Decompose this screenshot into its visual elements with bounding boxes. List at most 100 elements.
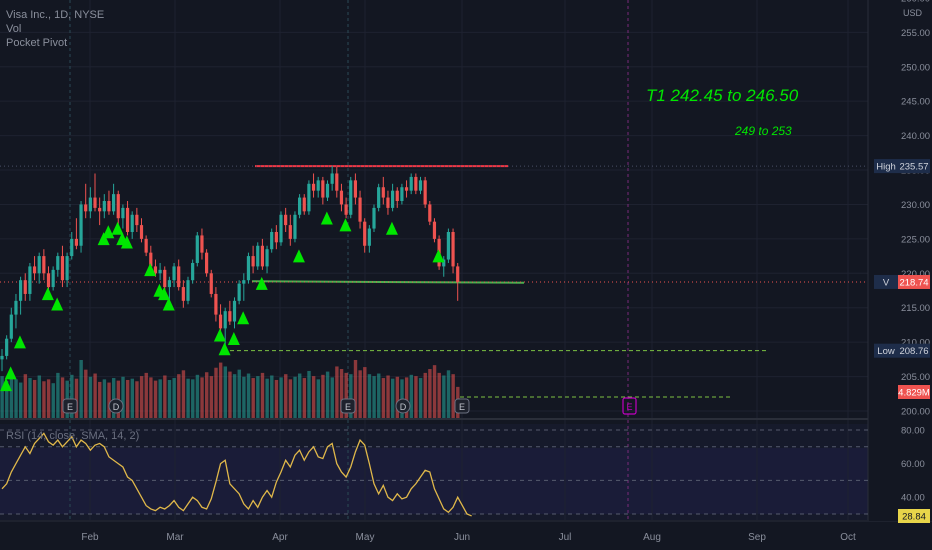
candle-body (51, 269, 55, 288)
volume-bar (330, 377, 334, 418)
candle-body (74, 238, 78, 246)
candle-body (367, 228, 371, 246)
volume-bar (298, 373, 302, 418)
candle-body (130, 214, 134, 232)
volume-bar (349, 374, 353, 418)
candle-body (209, 273, 213, 294)
last-price-marker-value: 218.74 (899, 277, 928, 288)
candle-body (293, 214, 297, 239)
price-tick: 240.00 (901, 131, 930, 142)
pocket-pivot-marker (102, 225, 115, 239)
time-tick-sep: Sep (748, 532, 766, 543)
candle-body (223, 311, 227, 329)
candle-body (88, 197, 92, 212)
pocket-pivot-label[interactable]: Pocket Pivot (6, 37, 68, 49)
volume-bar (200, 377, 204, 418)
volume-marker-value: 4.829M (898, 388, 930, 399)
candle-body (149, 252, 153, 267)
volume-bar (172, 378, 176, 418)
volume-bar (84, 369, 88, 418)
volume-bar (242, 376, 246, 418)
volume-bar (93, 373, 97, 418)
price-tick: 200.00 (901, 407, 930, 418)
volume-bar (0, 376, 4, 418)
volume-bar (32, 379, 37, 418)
last-price-marker-tag-label: V (883, 277, 890, 288)
candle-body (442, 259, 446, 267)
pocket-pivot-marker (41, 287, 54, 301)
candle-body (19, 280, 23, 301)
volume-bar (153, 380, 158, 418)
symbol-label[interactable]: Visa Inc., 1D, NYSE (6, 9, 105, 21)
volume-bar (70, 374, 74, 418)
volume-bar (367, 374, 372, 418)
vol-label[interactable]: Vol (6, 23, 22, 35)
candle-body (339, 190, 344, 205)
candle-body (163, 269, 167, 288)
volume-bar (135, 381, 139, 418)
candle-body (386, 197, 390, 208)
volume-bar (358, 370, 362, 418)
candle-body (79, 204, 83, 246)
rsi-tick: 40.00 (901, 493, 925, 504)
volume-bar (223, 366, 227, 418)
candle-body (321, 180, 325, 198)
volume-bar (23, 374, 28, 418)
volume-bar (344, 372, 348, 418)
candle-body (37, 256, 41, 274)
candle-body (284, 214, 288, 226)
price-tick: 250.00 (901, 62, 930, 73)
volume-bar (60, 377, 65, 418)
volume-bar (228, 371, 232, 418)
candle-body (200, 235, 204, 253)
target-annotation-2: 249 to 253 (734, 124, 792, 138)
candle-body (288, 225, 292, 239)
volume-bar (112, 378, 116, 418)
volume-bar (339, 369, 344, 418)
candle-body (139, 225, 144, 239)
candle-body (274, 231, 278, 243)
candle-body (107, 201, 111, 212)
candle-body (84, 204, 88, 212)
candle-body (404, 187, 409, 191)
volume-bar (102, 379, 107, 418)
volume-bar (149, 377, 153, 418)
candle-body (344, 204, 348, 215)
price-tick: 245.00 (901, 97, 930, 108)
event-icon-label: D (113, 402, 120, 412)
volume-bar (186, 378, 190, 418)
candle-body (218, 314, 223, 329)
candle-body (325, 183, 330, 198)
time-tick-feb: Feb (81, 532, 99, 543)
pocket-pivot-marker (385, 221, 398, 235)
event-icon-label: E (67, 402, 73, 412)
low-marker-value: 208.76 (899, 346, 928, 357)
candle-body (9, 314, 13, 339)
candle-body (409, 176, 413, 191)
candle-body (14, 300, 18, 315)
volume-bar (28, 378, 32, 418)
pocket-pivot-marker (111, 221, 124, 235)
volume-bar (51, 383, 55, 418)
candle-body (353, 180, 357, 198)
candle-body (349, 180, 353, 215)
pocket-pivot-marker (51, 297, 64, 311)
volume-bar (423, 372, 427, 418)
volume-bar (260, 372, 265, 418)
volume-bar (414, 376, 418, 418)
candle-body (228, 311, 232, 322)
candle-body (112, 194, 116, 212)
volume-bar (88, 376, 93, 418)
candle-body (70, 238, 74, 257)
rsi-legend[interactable]: RSI (14, close, SMA, 14, 2) (6, 430, 140, 442)
volume-bar (121, 376, 125, 418)
pocket-pivot-marker (0, 378, 12, 392)
price-tick: 255.00 (901, 28, 930, 39)
high-marker-value-bg (898, 159, 930, 174)
candle-body (428, 204, 432, 222)
candle-body (242, 280, 246, 284)
high-marker-tag-label: High (876, 162, 896, 173)
candle-body (265, 249, 269, 267)
